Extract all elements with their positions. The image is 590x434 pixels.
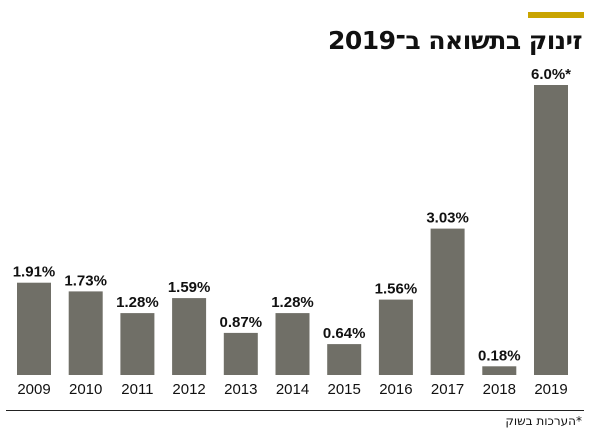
- value-label-2016: 1.56%: [375, 281, 418, 298]
- x-tick-label-2015: 2015: [328, 381, 361, 398]
- value-label-2010: 1.73%: [64, 272, 107, 289]
- bar-2018: [482, 366, 517, 375]
- value-label-2013: 0.87%: [220, 314, 263, 331]
- bar-2015: [327, 344, 362, 375]
- bar-2014: [275, 313, 310, 375]
- value-label-2018: 0.18%: [478, 347, 521, 364]
- value-label-2014: 1.28%: [271, 294, 314, 311]
- bar-2011: [120, 313, 155, 375]
- bar-2013: [223, 332, 258, 375]
- value-label-2012: 1.59%: [168, 279, 211, 296]
- x-tick-label-2009: 2009: [17, 381, 50, 398]
- bar-2009: [17, 282, 51, 375]
- x-tick-label-2011: 2011: [121, 381, 153, 398]
- footnote: *הערכות בשוק: [505, 414, 582, 428]
- x-tick-label-2010: 2010: [69, 381, 102, 398]
- chart-title: זינוק בתשואה ב־2019: [327, 26, 583, 55]
- x-tick-label-2014: 2014: [276, 381, 309, 398]
- x-tick-label-2018: 2018: [483, 381, 516, 398]
- footnote-divider: [6, 410, 584, 411]
- bar-2010: [68, 291, 103, 375]
- bar-2017: [430, 228, 465, 375]
- x-tick-label-2019: 2019: [534, 381, 567, 398]
- x-tick-label-2017: 2017: [431, 381, 464, 398]
- value-label-2019: 6.0%*: [531, 66, 571, 83]
- value-label-2009: 1.91%: [13, 264, 56, 281]
- accent-bar: [528, 12, 584, 18]
- value-label-2011: 1.28%: [116, 294, 159, 311]
- bar-2016: [378, 299, 413, 375]
- bar-2019: [534, 85, 568, 375]
- bar-2012: [172, 298, 207, 375]
- value-label-2015: 0.64%: [323, 325, 366, 342]
- x-tick-label-2012: 2012: [172, 381, 205, 398]
- value-label-2017: 3.03%: [426, 210, 469, 227]
- x-tick-label-2013: 2013: [224, 381, 257, 398]
- x-tick-label-2016: 2016: [379, 381, 412, 398]
- bar-chart: 1.91% 2009 1.73% 2010 1.28% 2011 1.59% 2012 0.87…: [13, 66, 571, 398]
